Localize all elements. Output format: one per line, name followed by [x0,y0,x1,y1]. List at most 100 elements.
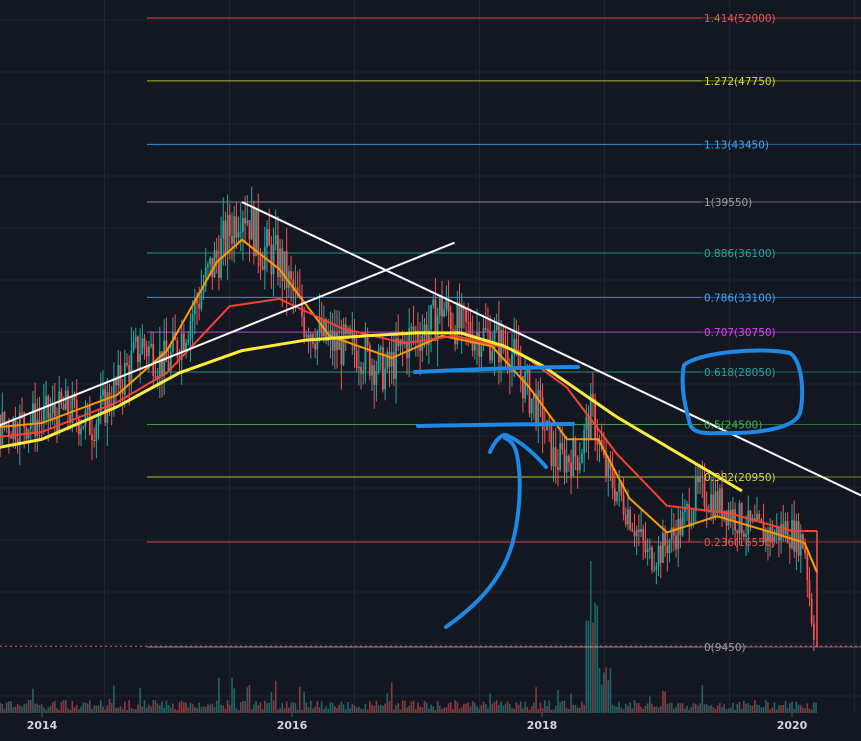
candle-body [202,286,205,294]
volume-bar [283,708,286,713]
volume-bar [1,704,4,713]
volume-bar [362,709,365,713]
candle-body [749,510,752,522]
volume-bar [515,702,518,713]
volume-bar [316,700,319,713]
volume-bar [344,709,347,713]
volume-bar [139,687,141,713]
volume-bar [740,708,743,713]
volume-bar [425,702,428,713]
volume-bar [734,709,736,713]
candle-body [395,338,397,379]
candle-body [390,352,393,367]
x-tick-label-2016: 2016 [277,719,308,732]
candle-body [217,257,220,279]
candle-body [635,529,638,537]
candle-body [366,336,369,345]
annotation-arrow-head [488,433,548,469]
volume-bar [662,690,664,713]
candle-body [412,326,415,335]
volume-bar [58,709,60,713]
volume-bar [618,701,620,713]
volume-bar [517,704,520,713]
volume-bar [655,706,658,713]
candle-body [73,395,76,401]
candle-body [557,467,559,470]
volume-bar [209,704,211,713]
candle-body [18,412,21,444]
volume-bar [789,703,791,713]
volume-bar [60,701,63,713]
candle-body [675,535,677,550]
candle-body [384,368,387,390]
volume-bar [732,703,734,713]
volume-bar [546,705,548,713]
volume-bar [412,700,415,713]
volume-bar [533,702,535,713]
candle-body [123,362,126,395]
volume-bar [211,703,214,713]
candle-body [347,328,349,334]
volume-bar [539,702,542,713]
volume-bar [318,707,321,713]
volume-bar [686,705,688,713]
candle-body [64,390,67,410]
candle-body [771,527,774,542]
volume-bar [428,708,430,713]
candle-body [388,351,391,367]
candle-body [589,393,592,439]
volume-bar [605,667,607,713]
volume-bar [154,700,157,713]
annotation-line-50 [416,422,575,428]
candle-body [266,229,268,248]
candle-body [594,399,597,440]
fib-label-1.272: 1.272(47750) [704,76,776,88]
fib-label-0.786: 0.786(33100) [704,292,776,304]
candle-body [47,396,50,419]
volume-bar [152,700,155,713]
candle-body [456,302,459,345]
candle-body [379,347,382,350]
volume-bar [723,704,725,713]
volume-bar [688,709,690,713]
volume-bar [51,702,54,713]
candle-body [607,459,610,477]
volume-bar [808,708,811,713]
candle-body [145,347,148,357]
candle-body [204,267,207,287]
candle-body [471,338,474,351]
annotation-arrow-shaft [444,436,522,629]
hand-drawn-annotations [413,348,805,629]
volume-bar [161,701,163,713]
volume-bar [421,707,424,713]
volume-bar [659,705,662,713]
volume-bar [509,703,511,713]
x-axis: 2014201620182020202220242026 [0,713,861,741]
candle-body [620,482,623,496]
volume-bar [552,709,555,713]
volume-bar [780,705,782,713]
candle-body [211,257,214,278]
trendlines[interactable] [0,201,861,646]
candle-body [318,318,321,332]
candle-body [285,251,288,289]
volume-bar [559,702,561,713]
candle-body [355,350,358,369]
volume-bar [576,707,579,713]
candle-body [141,338,144,354]
candle-body [452,329,454,331]
candle-body [631,529,634,532]
volume-bar [150,706,152,713]
candle-body [572,439,575,477]
volume-bar [231,678,233,713]
candle-body [392,352,395,379]
candle-body [616,491,618,502]
volume-bar [235,707,238,713]
volume-bar [690,706,693,713]
candle-body [21,412,23,414]
candle-body [364,336,367,371]
candle-body [130,350,133,383]
candle-body [692,510,695,522]
candle-body [473,339,476,351]
candle-body [108,392,111,409]
